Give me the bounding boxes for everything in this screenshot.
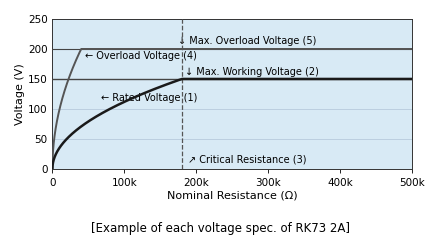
Text: [Example of each voltage spec. of RK73 2A]: [Example of each voltage spec. of RK73 2… [91, 222, 349, 235]
Text: ↓ Max. Working Voltage (2): ↓ Max. Working Voltage (2) [186, 67, 319, 77]
Text: ↗ Critical Resistance (3): ↗ Critical Resistance (3) [187, 155, 306, 165]
Text: ← Rated Voltage (1): ← Rated Voltage (1) [101, 93, 198, 103]
Text: ↓ Max. Overload Voltage (5): ↓ Max. Overload Voltage (5) [178, 36, 317, 46]
Y-axis label: Voltage (V): Voltage (V) [15, 63, 25, 125]
Text: ← Overload Voltage (4): ← Overload Voltage (4) [85, 51, 197, 61]
X-axis label: Nominal Resistance (Ω): Nominal Resistance (Ω) [167, 191, 297, 201]
